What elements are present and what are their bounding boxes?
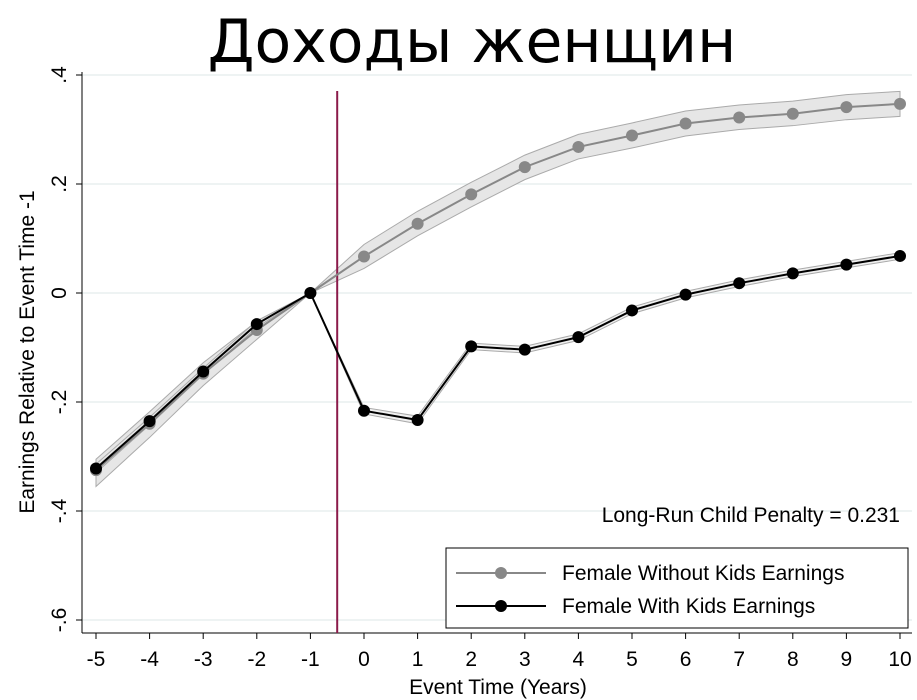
x-tick-label: 4 <box>573 648 585 671</box>
data-point <box>304 287 317 299</box>
data-point <box>465 188 478 201</box>
y-tick-label: -.2 <box>48 390 71 415</box>
child-penalty-annotation: Long-Run Child Penalty = 0.231 <box>602 504 900 527</box>
data-point <box>733 277 746 290</box>
data-point <box>679 117 692 130</box>
x-tick-label: 8 <box>787 648 799 671</box>
legend-marker-with-kids <box>495 600 507 612</box>
x-tick-label: -5 <box>87 648 106 671</box>
x-axis-label: Event Time (Years) <box>409 676 587 699</box>
x-tick-label: 2 <box>465 648 477 671</box>
x-tick-label: 10 <box>888 648 911 671</box>
data-point <box>518 161 531 174</box>
legend-box <box>445 547 909 629</box>
axes <box>81 72 912 634</box>
y-tick-label: 0 <box>48 287 71 299</box>
confidence-band <box>95 90 901 488</box>
x-tick-label: -1 <box>301 648 320 671</box>
data-point <box>572 331 585 344</box>
x-ticks: -5 -4 -3 -2 -1 0 1 2 3 4 5 6 7 8 9 10 <box>87 633 912 671</box>
data-point <box>626 304 638 317</box>
legend: Female Without Kids Earnings Female With… <box>445 547 909 629</box>
x-tick-label: 1 <box>412 648 424 671</box>
x-tick-label: 5 <box>626 648 638 671</box>
data-point <box>250 318 263 331</box>
data-point <box>786 267 799 280</box>
y-tick-label: -.6 <box>48 608 71 633</box>
series-line <box>95 254 901 470</box>
data-point <box>786 107 799 120</box>
y-tick-label: .4 <box>48 66 71 84</box>
x-tick-label: 0 <box>358 648 370 671</box>
data-point <box>894 97 906 110</box>
x-tick-label: 3 <box>519 648 531 671</box>
chart-title: Доходы женщин <box>208 7 737 77</box>
series-group <box>90 97 906 477</box>
data-point <box>90 462 102 475</box>
x-tick-label: -4 <box>140 648 159 671</box>
y-tick-label: .2 <box>48 175 71 193</box>
series <box>90 97 906 477</box>
data-point <box>840 101 853 114</box>
data-point <box>197 365 210 378</box>
y-ticks: .4 .2 0 -.2 -.4 -.6 <box>48 66 82 632</box>
x-tick-label: 9 <box>841 648 853 671</box>
y-axis-label: Earnings Relative to Event Time -1 <box>16 190 39 513</box>
y-tick-label: -.4 <box>48 498 71 523</box>
legend-label-without-kids: Female Without Kids Earnings <box>562 562 844 585</box>
data-point <box>358 404 370 417</box>
data-point <box>894 249 906 262</box>
data-point <box>679 288 692 301</box>
data-point <box>411 413 424 426</box>
data-point <box>572 140 585 153</box>
data-point <box>143 415 156 428</box>
data-point <box>840 258 853 271</box>
x-tick-label: 6 <box>680 648 692 671</box>
legend-label-with-kids: Female With Kids Earnings <box>562 595 815 618</box>
x-tick-label: 7 <box>733 648 745 671</box>
legend-marker-without-kids <box>495 567 507 579</box>
series <box>90 249 906 475</box>
x-tick-label: -2 <box>247 648 266 671</box>
data-point <box>411 217 424 230</box>
data-point <box>626 129 638 142</box>
x-tick-label: -3 <box>194 648 213 671</box>
confidence-bands <box>95 90 901 488</box>
data-point <box>358 250 370 263</box>
data-point <box>465 340 478 353</box>
data-point <box>518 343 531 356</box>
series-line <box>95 102 901 471</box>
data-point <box>733 111 746 124</box>
